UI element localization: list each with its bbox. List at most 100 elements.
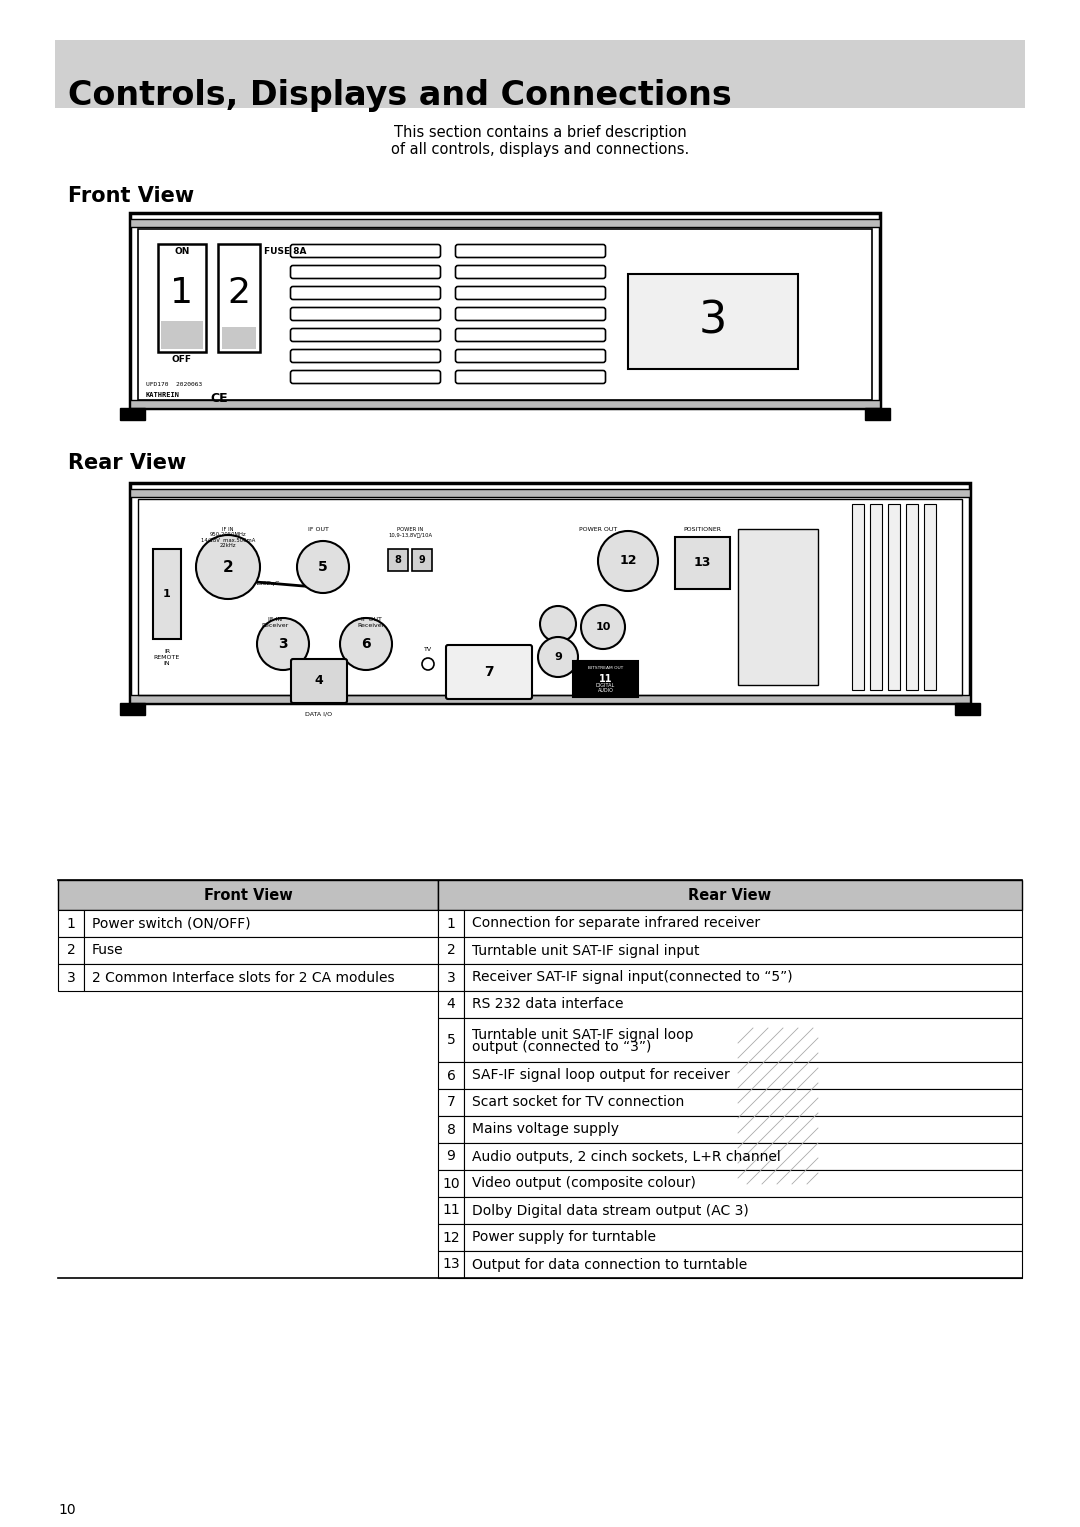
- Bar: [411, 550, 432, 571]
- Bar: [120, 702, 145, 715]
- Bar: [438, 1061, 464, 1089]
- FancyBboxPatch shape: [456, 328, 606, 342]
- FancyBboxPatch shape: [291, 266, 441, 278]
- Text: 3: 3: [279, 637, 287, 651]
- Bar: [852, 504, 864, 690]
- FancyBboxPatch shape: [291, 328, 441, 342]
- Circle shape: [297, 541, 349, 592]
- Text: Video output (composite colour): Video output (composite colour): [472, 1176, 696, 1191]
- FancyBboxPatch shape: [456, 287, 606, 299]
- Bar: [870, 504, 882, 690]
- Text: 1: 1: [163, 589, 171, 599]
- Text: 7: 7: [484, 664, 494, 680]
- Text: Scart socket for TV connection: Scart socket for TV connection: [472, 1095, 685, 1110]
- Text: Mains voltage supply: Mains voltage supply: [472, 1122, 619, 1136]
- Text: 3: 3: [447, 971, 456, 985]
- Text: BITSTREAM OUT: BITSTREAM OUT: [588, 666, 623, 670]
- Bar: [464, 938, 1022, 964]
- Text: 2 Common Interface slots for 2 CA modules: 2 Common Interface slots for 2 CA module…: [92, 971, 394, 985]
- Bar: [55, 40, 1025, 108]
- Text: 5: 5: [319, 560, 328, 574]
- Text: L: L: [541, 623, 545, 632]
- Text: KATHREIN: KATHREIN: [146, 392, 180, 399]
- FancyBboxPatch shape: [291, 244, 441, 258]
- Text: This section contains a brief description: This section contains a brief descriptio…: [393, 125, 687, 140]
- Text: IF IN
950-2050MHz
14/18V  max.500mA
22kHz: IF IN 950-2050MHz 14/18V max.500mA 22kHz: [201, 527, 255, 548]
- Text: Audio outputs, 2 cinch sockets, L+R channel: Audio outputs, 2 cinch sockets, L+R chan…: [472, 1150, 781, 1164]
- Bar: [438, 1225, 464, 1251]
- Text: 13: 13: [442, 1258, 460, 1272]
- Text: 10: 10: [595, 621, 610, 632]
- Text: 9: 9: [554, 652, 562, 663]
- FancyBboxPatch shape: [446, 644, 532, 699]
- Text: Power supply for turntable: Power supply for turntable: [472, 1231, 656, 1245]
- Circle shape: [422, 658, 434, 670]
- FancyBboxPatch shape: [456, 244, 606, 258]
- Text: R: R: [540, 649, 545, 658]
- Bar: [84, 910, 438, 938]
- Bar: [464, 1144, 1022, 1170]
- Bar: [888, 504, 900, 690]
- FancyBboxPatch shape: [456, 266, 606, 278]
- Text: of all controls, displays and connections.: of all controls, displays and connection…: [391, 142, 689, 157]
- Bar: [464, 1061, 1022, 1089]
- Text: Dolby Digital data stream output (AC 3): Dolby Digital data stream output (AC 3): [472, 1203, 748, 1217]
- Text: 3: 3: [67, 971, 76, 985]
- Text: SAF-IF signal loop output for receiver: SAF-IF signal loop output for receiver: [472, 1069, 730, 1083]
- Bar: [464, 1225, 1022, 1251]
- Bar: [464, 1170, 1022, 1197]
- Text: TV: TV: [424, 647, 432, 652]
- Text: Rear View: Rear View: [688, 887, 771, 902]
- Bar: [464, 964, 1022, 991]
- Text: IF OUT: IF OUT: [308, 527, 328, 531]
- Bar: [130, 212, 880, 408]
- Text: 2: 2: [67, 944, 76, 957]
- Text: 8: 8: [394, 554, 402, 565]
- Bar: [388, 550, 408, 571]
- Text: 10: 10: [58, 1503, 76, 1516]
- Text: UFD170  2020063: UFD170 2020063: [146, 382, 202, 386]
- Bar: [222, 327, 256, 350]
- FancyBboxPatch shape: [291, 287, 441, 299]
- Text: 1: 1: [67, 916, 76, 930]
- Text: CE: CE: [210, 392, 228, 405]
- Text: 7: 7: [447, 1095, 456, 1110]
- Text: Power switch (ON/OFF): Power switch (ON/OFF): [92, 916, 251, 930]
- Bar: [955, 702, 980, 715]
- Bar: [438, 991, 464, 1019]
- Bar: [58, 938, 84, 964]
- Bar: [153, 550, 181, 638]
- Text: POWER OUT: POWER OUT: [579, 527, 617, 531]
- Text: 4: 4: [447, 997, 456, 1011]
- Text: OFF: OFF: [172, 356, 192, 365]
- Text: IR
REMOTE
IN: IR REMOTE IN: [153, 649, 180, 666]
- Bar: [675, 538, 730, 589]
- Text: 6: 6: [446, 1069, 456, 1083]
- Bar: [738, 528, 818, 686]
- Bar: [158, 244, 206, 353]
- FancyBboxPatch shape: [291, 371, 441, 383]
- FancyBboxPatch shape: [456, 371, 606, 383]
- Text: Receiver SAT-IF signal input(connected to “5”): Receiver SAT-IF signal input(connected t…: [472, 971, 793, 985]
- Text: FUSE 8A: FUSE 8A: [264, 247, 307, 257]
- Bar: [924, 504, 936, 690]
- Text: 2: 2: [228, 275, 251, 310]
- FancyBboxPatch shape: [456, 350, 606, 362]
- Text: 12: 12: [619, 554, 637, 568]
- Bar: [84, 964, 438, 991]
- Bar: [464, 991, 1022, 1019]
- Circle shape: [581, 605, 625, 649]
- Text: 1: 1: [446, 916, 456, 930]
- Circle shape: [538, 637, 578, 676]
- Text: AUDIO: AUDIO: [546, 608, 569, 612]
- Text: 2: 2: [222, 559, 233, 574]
- Text: Controls, Displays and Connections: Controls, Displays and Connections: [68, 79, 732, 113]
- Circle shape: [340, 618, 392, 670]
- Text: 11: 11: [598, 673, 612, 684]
- Circle shape: [540, 606, 576, 641]
- Text: ON: ON: [174, 247, 190, 257]
- Bar: [84, 938, 438, 964]
- Bar: [138, 229, 872, 400]
- FancyBboxPatch shape: [291, 307, 441, 321]
- Text: 8: 8: [446, 1122, 456, 1136]
